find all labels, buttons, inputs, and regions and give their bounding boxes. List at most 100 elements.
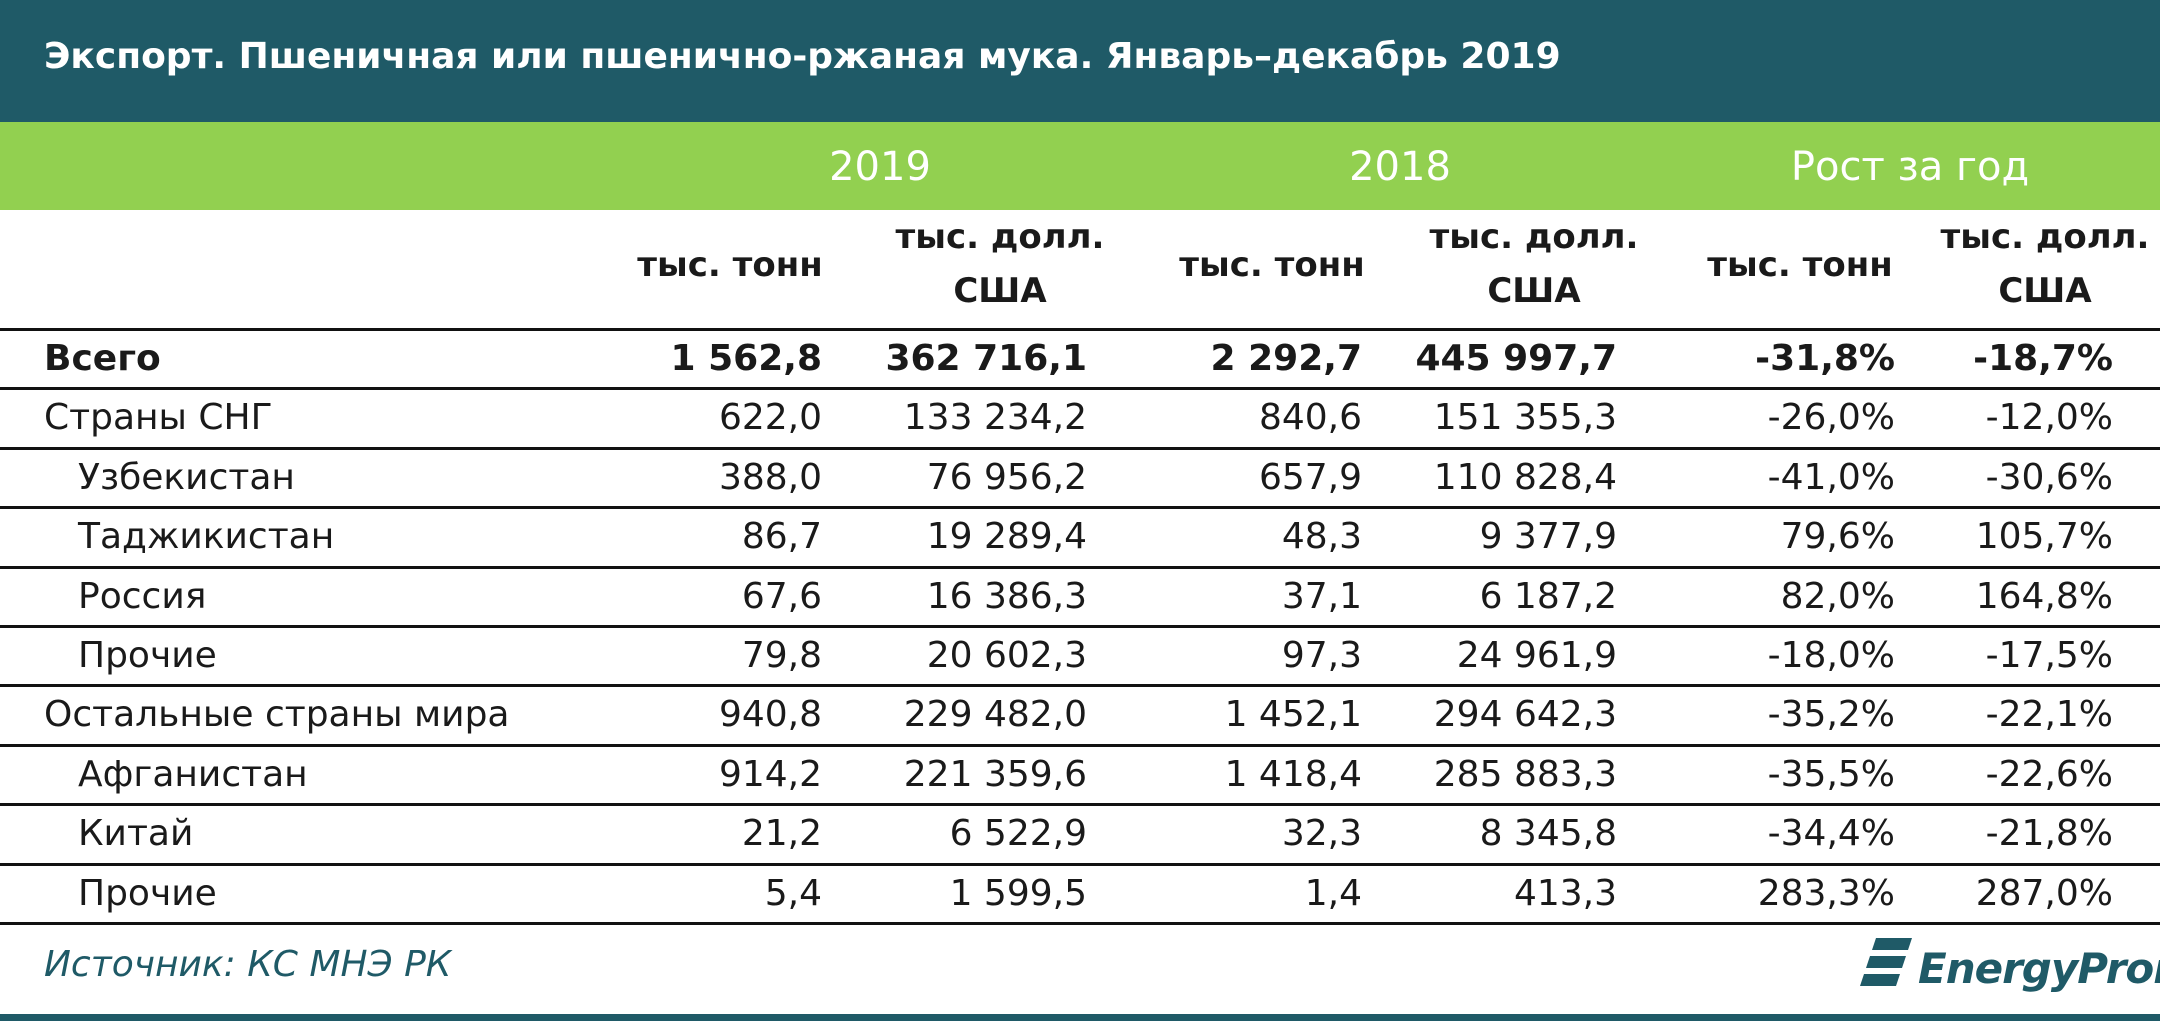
cell-usd-2019: 133 234,2 bbox=[903, 397, 1087, 439]
unit-tonnes-growth: тыс. тонн bbox=[1707, 245, 1893, 285]
table-row: Прочие 5,4 1 599,5 1,4 413,3 283,3% 287,0% bbox=[0, 865, 2160, 921]
cell-tonnes-2019: 79,8 bbox=[741, 635, 822, 676]
year-2019-label: 2019 bbox=[829, 144, 931, 190]
row-label: Прочие bbox=[78, 635, 217, 676]
row-divider bbox=[0, 743, 2160, 747]
cell-usd-2019: 221 359,6 bbox=[903, 753, 1087, 795]
cell-tonnes-growth: -34,4% bbox=[1767, 813, 1895, 855]
cell-tonnes-2019: 1 562,8 bbox=[670, 338, 822, 379]
cell-tonnes-2018: 97,3 bbox=[1281, 635, 1362, 676]
cell-usd-2019: 229 482,0 bbox=[903, 694, 1087, 736]
source-note: Источник: КС МНЭ РК bbox=[44, 944, 452, 985]
unit-tonnes-2019: тыс. тонн bbox=[637, 245, 823, 285]
cell-tonnes-growth: 82,0% bbox=[1780, 575, 1895, 617]
table-row: Афганистан 914,2 221 359,6 1 418,4 285 883,3… bbox=[0, 746, 2160, 802]
row-label: Китай bbox=[78, 813, 194, 855]
cell-tonnes-2019: 622,0 bbox=[718, 397, 822, 439]
cell-tonnes-2018: 1,4 bbox=[1304, 872, 1362, 914]
energyprom-logo: EnergyProm bbox=[1858, 936, 2160, 996]
row-divider bbox=[0, 506, 2160, 510]
cell-tonnes-2019: 67,6 bbox=[741, 575, 822, 617]
cell-tonnes-growth: -26,0% bbox=[1767, 397, 1895, 439]
table-row: Таджикистан 86,7 19 289,4 48,3 9 377,9 79,6% 1… bbox=[0, 508, 2160, 564]
cell-tonnes-2018: 2 292,7 bbox=[1210, 338, 1362, 379]
cell-usd-2018: 413,3 bbox=[1513, 872, 1617, 914]
cell-usd-growth: -30,6% bbox=[1985, 456, 2113, 498]
cell-usd-2019: 19 289,4 bbox=[926, 516, 1087, 558]
row-label: Узбекистан bbox=[78, 456, 295, 498]
table-row: Прочие 79,8 20 602,3 97,3 24 961,9 -18,0% -17,… bbox=[0, 627, 2160, 683]
cell-usd-2018: 110 828,4 bbox=[1433, 456, 1617, 498]
cell-usd-2019: 20 602,3 bbox=[926, 635, 1087, 676]
cell-tonnes-2019: 21,2 bbox=[741, 813, 822, 855]
cell-tonnes-growth: -35,5% bbox=[1767, 753, 1895, 795]
row-divider bbox=[0, 803, 2160, 807]
row-label: Таджикистан bbox=[78, 516, 335, 558]
cell-usd-growth: -18,7% bbox=[1973, 338, 2113, 379]
logo-text: EnergyProm bbox=[1918, 944, 2160, 993]
row-label: Страны СНГ bbox=[44, 397, 273, 439]
unit-usd-line1: тыс. долл. bbox=[1429, 217, 1639, 257]
year-2018-label: 2018 bbox=[1349, 144, 1451, 190]
cell-usd-growth: 164,8% bbox=[1975, 575, 2113, 617]
cell-tonnes-2019: 388,0 bbox=[718, 456, 822, 498]
row-divider bbox=[0, 862, 2160, 866]
unit-tonnes-2018: тыс. тонн bbox=[1179, 245, 1365, 285]
table-row: Китай 21,2 6 522,9 32,3 8 345,8 -34,4% -21,8% bbox=[0, 805, 2160, 861]
row-divider bbox=[0, 684, 2160, 688]
cell-usd-growth: -22,1% bbox=[1985, 694, 2113, 736]
cell-usd-2019: 1 599,5 bbox=[949, 872, 1087, 914]
cell-tonnes-2018: 657,9 bbox=[1258, 456, 1362, 498]
cell-usd-2018: 285 883,3 bbox=[1433, 753, 1617, 795]
cell-tonnes-growth: -35,2% bbox=[1767, 694, 1895, 736]
cell-usd-2019: 16 386,3 bbox=[926, 575, 1087, 617]
cell-tonnes-growth: 79,6% bbox=[1780, 516, 1895, 558]
unit-header-row: тыс. тонн тыс. долл. США тыс. тонн тыс. … bbox=[0, 210, 2160, 330]
cell-tonnes-2018: 1 418,4 bbox=[1224, 753, 1362, 795]
table-row: Остальные страны мира 940,8 229 482,0 1 452… bbox=[0, 686, 2160, 742]
unit-usd-line1: тыс. долл. bbox=[1940, 217, 2150, 257]
cell-tonnes-2018: 840,6 bbox=[1258, 397, 1362, 439]
cell-usd-2018: 6 187,2 bbox=[1479, 575, 1617, 617]
cell-usd-growth: -21,8% bbox=[1985, 813, 2113, 855]
row-divider bbox=[0, 565, 2160, 569]
cell-tonnes-2018: 37,1 bbox=[1281, 575, 1362, 617]
row-label: Остальные страны мира bbox=[44, 694, 510, 736]
year-header-bar: 2019 2018 Рост за год bbox=[0, 122, 2160, 210]
cell-usd-growth: -17,5% bbox=[1985, 635, 2113, 676]
cell-tonnes-2018: 1 452,1 bbox=[1224, 694, 1362, 736]
unit-usd-growth: тыс. долл. США bbox=[1930, 210, 2160, 318]
row-divider bbox=[0, 387, 2160, 391]
table-row: Россия 67,6 16 386,3 37,1 6 187,2 82,0% 164,8% bbox=[0, 568, 2160, 624]
unit-usd-line2: США bbox=[953, 271, 1047, 311]
row-label: Всего bbox=[44, 338, 161, 379]
cell-tonnes-growth: -18,0% bbox=[1767, 635, 1895, 676]
growth-label: Рост за год bbox=[1790, 144, 2030, 190]
row-divider bbox=[0, 922, 2160, 925]
cell-tonnes-growth: -41,0% bbox=[1767, 456, 1895, 498]
header-divider bbox=[0, 328, 2160, 331]
cell-usd-2018: 24 961,9 bbox=[1456, 635, 1617, 676]
row-divider bbox=[0, 446, 2160, 450]
cell-usd-2018: 294 642,3 bbox=[1433, 694, 1617, 736]
cell-usd-2019: 76 956,2 bbox=[926, 456, 1087, 498]
unit-usd-line2: США bbox=[1998, 271, 2092, 311]
table-row: Всего 1 562,8 362 716,1 2 292,7 445 997,7 -31… bbox=[0, 330, 2160, 386]
cell-tonnes-growth: -31,8% bbox=[1755, 338, 1895, 379]
unit-usd-2019: тыс. долл. США bbox=[880, 210, 1120, 318]
cell-usd-2019: 6 522,9 bbox=[949, 813, 1087, 855]
cell-usd-growth: 287,0% bbox=[1975, 872, 2113, 914]
row-divider bbox=[0, 625, 2160, 628]
cell-usd-2018: 9 377,9 bbox=[1479, 516, 1617, 558]
table-title: Экспорт. Пшеничная или пшенично-ржаная м… bbox=[44, 36, 1561, 77]
cell-usd-growth: 105,7% bbox=[1975, 516, 2113, 558]
cell-usd-2018: 445 997,7 bbox=[1415, 338, 1617, 379]
cell-tonnes-growth: 283,3% bbox=[1757, 872, 1895, 914]
unit-usd-line2: США bbox=[1487, 271, 1581, 311]
unit-usd-line1: тыс. долл. bbox=[895, 217, 1105, 257]
table-row: Узбекистан 388,0 76 956,2 657,9 110 828,4 -41… bbox=[0, 449, 2160, 505]
row-label: Россия bbox=[78, 575, 207, 617]
row-label: Афганистан bbox=[78, 753, 308, 795]
cell-tonnes-2019: 914,2 bbox=[718, 753, 822, 795]
cell-usd-2019: 362 716,1 bbox=[885, 338, 1087, 379]
